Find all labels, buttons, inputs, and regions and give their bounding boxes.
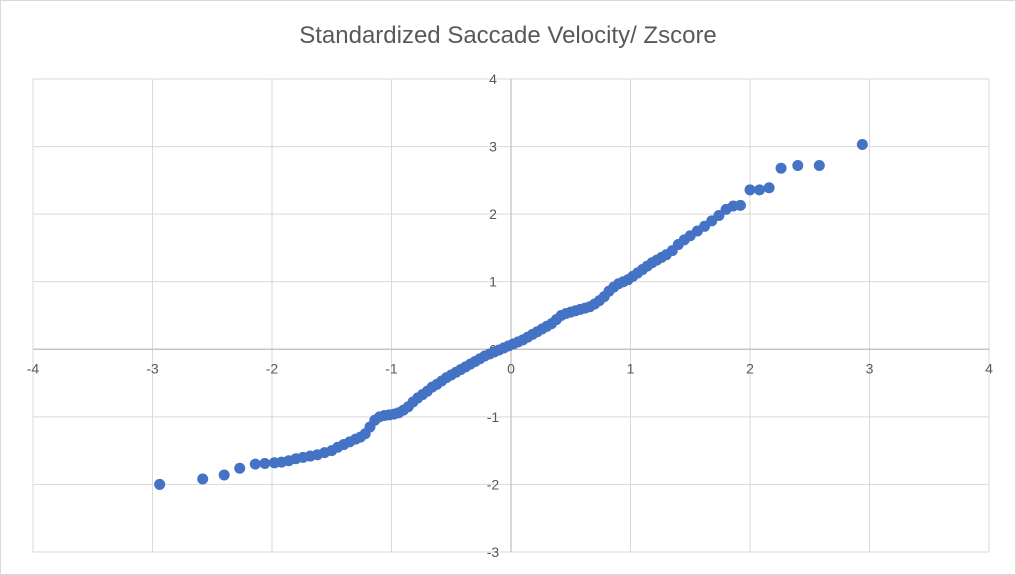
x-tick-label: -4	[27, 360, 40, 376]
data-point	[734, 199, 746, 211]
data-point	[234, 462, 246, 474]
axes	[33, 79, 989, 552]
data-point	[792, 159, 804, 171]
y-tick-label: 1	[489, 274, 497, 290]
data-point	[259, 457, 271, 469]
data-point	[856, 139, 868, 151]
y-tick-label: 3	[489, 139, 497, 155]
x-tick-label: 0	[507, 360, 515, 376]
data-point	[218, 469, 230, 481]
data-point	[713, 209, 725, 221]
data-point	[775, 162, 787, 174]
x-tick-label: -1	[385, 360, 398, 376]
data-point	[813, 159, 825, 171]
x-tick-label: -3	[146, 360, 159, 376]
data-point	[744, 184, 756, 196]
x-tick-label: 2	[746, 360, 754, 376]
data-point	[754, 184, 766, 196]
chart-title: Standardized Saccade Velocity/ Zscore	[299, 22, 717, 49]
x-tick-label: 3	[866, 360, 874, 376]
data-points	[154, 139, 868, 490]
y-tick-label: -1	[487, 409, 500, 425]
x-tick-label: 4	[985, 360, 993, 376]
data-point	[154, 478, 166, 490]
y-tick-label: 2	[489, 206, 497, 222]
y-tick-label: 4	[489, 71, 497, 87]
data-point	[197, 473, 209, 485]
data-point	[249, 458, 261, 470]
x-tick-label: 1	[627, 360, 635, 376]
x-tick-label: -2	[266, 360, 279, 376]
y-tick-label: -3	[487, 544, 500, 560]
y-tick-label: -2	[487, 476, 500, 492]
data-point	[763, 182, 775, 194]
